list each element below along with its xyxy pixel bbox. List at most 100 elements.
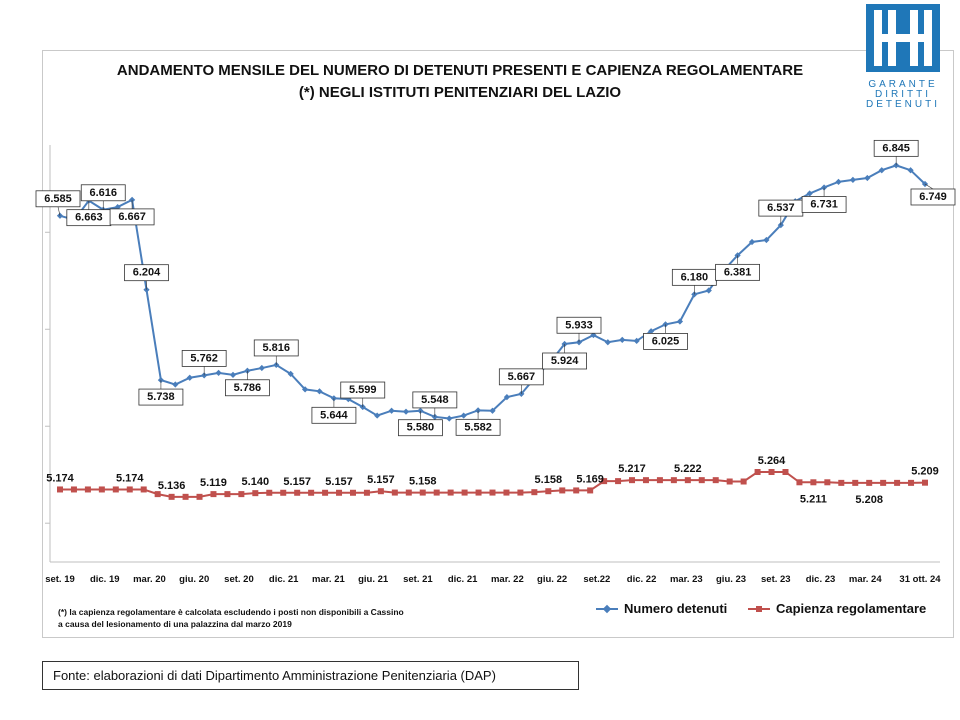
data-point — [280, 489, 287, 496]
data-label: 6.025 — [652, 335, 680, 347]
data-point — [587, 487, 594, 494]
data-point — [287, 370, 294, 377]
data-point — [405, 489, 412, 496]
data-label: 6.204 — [133, 267, 161, 279]
data-point — [301, 386, 309, 393]
data-point — [503, 394, 511, 401]
data-point — [475, 489, 482, 496]
footnote-line-1: (*) la capienza regolamentare è calcolat… — [58, 607, 404, 617]
data-point — [712, 477, 719, 484]
data-label: 5.158 — [409, 476, 437, 488]
legend-item-detenuti: Numero detenuti — [596, 601, 727, 616]
data-point — [740, 478, 747, 485]
data-point — [182, 493, 189, 500]
data-label-leader — [924, 183, 934, 190]
data-point — [308, 489, 315, 496]
data-point — [518, 390, 525, 397]
data-label: 6.663 — [75, 212, 103, 224]
data-point — [852, 479, 859, 486]
data-label: 5.762 — [190, 352, 218, 364]
data-point — [57, 486, 63, 493]
data-point — [461, 489, 468, 496]
chart-subtitle: (*) NEGLI ISTITUTI PENITENZIARI DEL LAZI… — [298, 84, 622, 101]
legend-swatch-capienza — [748, 605, 770, 612]
data-point — [642, 477, 649, 484]
x-tick-label: giu. 20 — [179, 574, 209, 585]
data-label: 5.933 — [565, 319, 593, 331]
x-tick-label: dic. 22 — [627, 574, 657, 585]
data-label: 5.208 — [855, 494, 883, 506]
chart-title: ANDAMENTO MENSILE DEL NUMERO DI DETENUTI… — [116, 62, 804, 79]
data-point — [402, 408, 410, 415]
data-point — [849, 176, 857, 184]
data-label: 5.157 — [283, 476, 311, 488]
x-tick-label: set. 19 — [45, 574, 75, 585]
data-label: 5.222 — [674, 463, 702, 475]
data-point — [517, 489, 524, 496]
data-point — [782, 469, 789, 476]
legend-label-detenuti: Numero detenuti — [624, 601, 728, 616]
data-label: 6.667 — [118, 211, 146, 223]
data-point — [691, 291, 698, 298]
data-point — [433, 489, 440, 496]
data-point — [172, 381, 179, 388]
data-label: 5.924 — [551, 355, 579, 367]
x-tick-label: dic. 21 — [269, 574, 299, 585]
data-point — [474, 407, 482, 414]
data-label: 5.174 — [46, 472, 74, 484]
data-label: 5.136 — [158, 480, 186, 492]
logo-text-1: GARANTE — [868, 79, 938, 90]
data-point — [908, 479, 915, 486]
data-point — [460, 412, 467, 419]
data-point — [446, 415, 453, 422]
legend-label-capienza: Capienza regolamentare — [776, 601, 927, 616]
data-point — [316, 388, 323, 395]
data-point — [835, 178, 842, 185]
data-point — [126, 486, 133, 493]
data-point — [224, 491, 231, 498]
chart-frame — [42, 50, 954, 638]
data-label: 5.580 — [407, 422, 435, 434]
data-label: 6.585 — [44, 193, 72, 205]
data-point — [531, 489, 538, 496]
data-point — [573, 487, 580, 494]
data-point — [215, 369, 222, 377]
data-point — [140, 486, 147, 493]
data-point — [186, 374, 193, 381]
data-point — [619, 336, 626, 344]
data-label: 6.537 — [767, 202, 795, 214]
data-point — [210, 491, 217, 498]
data-point — [336, 489, 343, 496]
data-point — [698, 477, 705, 484]
data-point — [252, 490, 259, 497]
data-label: 5.264 — [758, 455, 786, 467]
legend-swatch-detenuti — [596, 604, 618, 613]
data-label: 6.180 — [681, 271, 709, 283]
data-point — [601, 478, 608, 485]
data-point — [374, 412, 381, 419]
data-point — [489, 489, 496, 496]
data-point — [447, 489, 454, 496]
x-tick-label: set. 21 — [403, 574, 433, 585]
data-point — [391, 489, 398, 496]
data-label: 5.217 — [618, 463, 646, 475]
source-note: Fonte: elaborazioni di dati Dipartimento… — [42, 661, 579, 690]
data-label: 5.157 — [325, 476, 353, 488]
x-tick-label: mar. 20 — [133, 574, 166, 585]
data-label: 5.582 — [464, 421, 492, 433]
data-point — [196, 493, 203, 500]
data-point — [349, 489, 356, 496]
x-tick-label: mar. 23 — [670, 574, 703, 585]
data-label: 5.548 — [421, 394, 449, 406]
x-tick-label: set. 23 — [761, 574, 791, 585]
data-point — [880, 479, 887, 486]
data-point — [154, 491, 161, 498]
data-point — [810, 479, 817, 486]
x-tick-label: giu. 21 — [358, 574, 389, 585]
data-point — [684, 477, 691, 484]
data-label: 5.157 — [367, 474, 395, 486]
x-tick-label: mar. 22 — [491, 574, 524, 585]
data-label: 6.845 — [882, 142, 910, 154]
x-tick-label: giu. 22 — [537, 574, 567, 585]
